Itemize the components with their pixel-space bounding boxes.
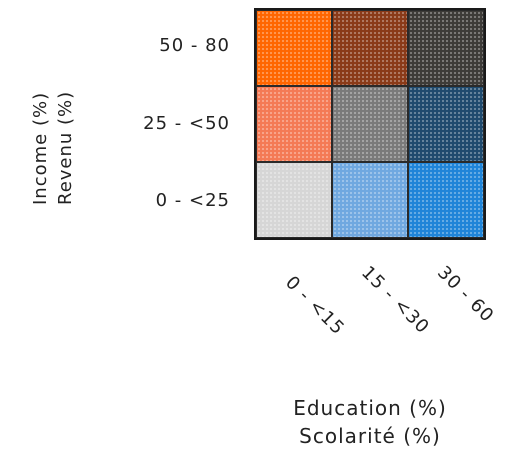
legend-cell-low-income-high-education — [408, 162, 484, 238]
legend-cell-low-income-low-education — [256, 162, 332, 238]
legend-cell-mid-income-low-education — [256, 86, 332, 162]
y-axis-label-en: Income (%) — [30, 91, 51, 205]
legend-cell-low-income-mid-education — [332, 162, 408, 238]
bivariate-legend-grid — [254, 8, 486, 240]
legend-cell-high-income-high-education — [408, 10, 484, 86]
income-class-high: 50 - 80 — [159, 35, 230, 56]
legend-cell-high-income-mid-education — [332, 10, 408, 86]
education-class-high: 30 - 60 — [433, 262, 499, 327]
education-class-low: 0 - <15 — [281, 272, 349, 340]
y-axis-label-fr: Revenu (%) — [55, 90, 76, 205]
legend-cell-high-income-low-education — [256, 10, 332, 86]
income-class-low: 0 - <25 — [155, 190, 230, 211]
x-axis-label-fr: Scolarité (%) — [299, 424, 441, 448]
legend-cell-mid-income-high-education — [408, 86, 484, 162]
x-axis-label-en: Education (%) — [293, 396, 447, 420]
education-class-mid: 15 - <30 — [357, 262, 434, 339]
income-class-mid: 25 - <50 — [143, 113, 230, 134]
legend-cell-mid-income-mid-education — [332, 86, 408, 162]
